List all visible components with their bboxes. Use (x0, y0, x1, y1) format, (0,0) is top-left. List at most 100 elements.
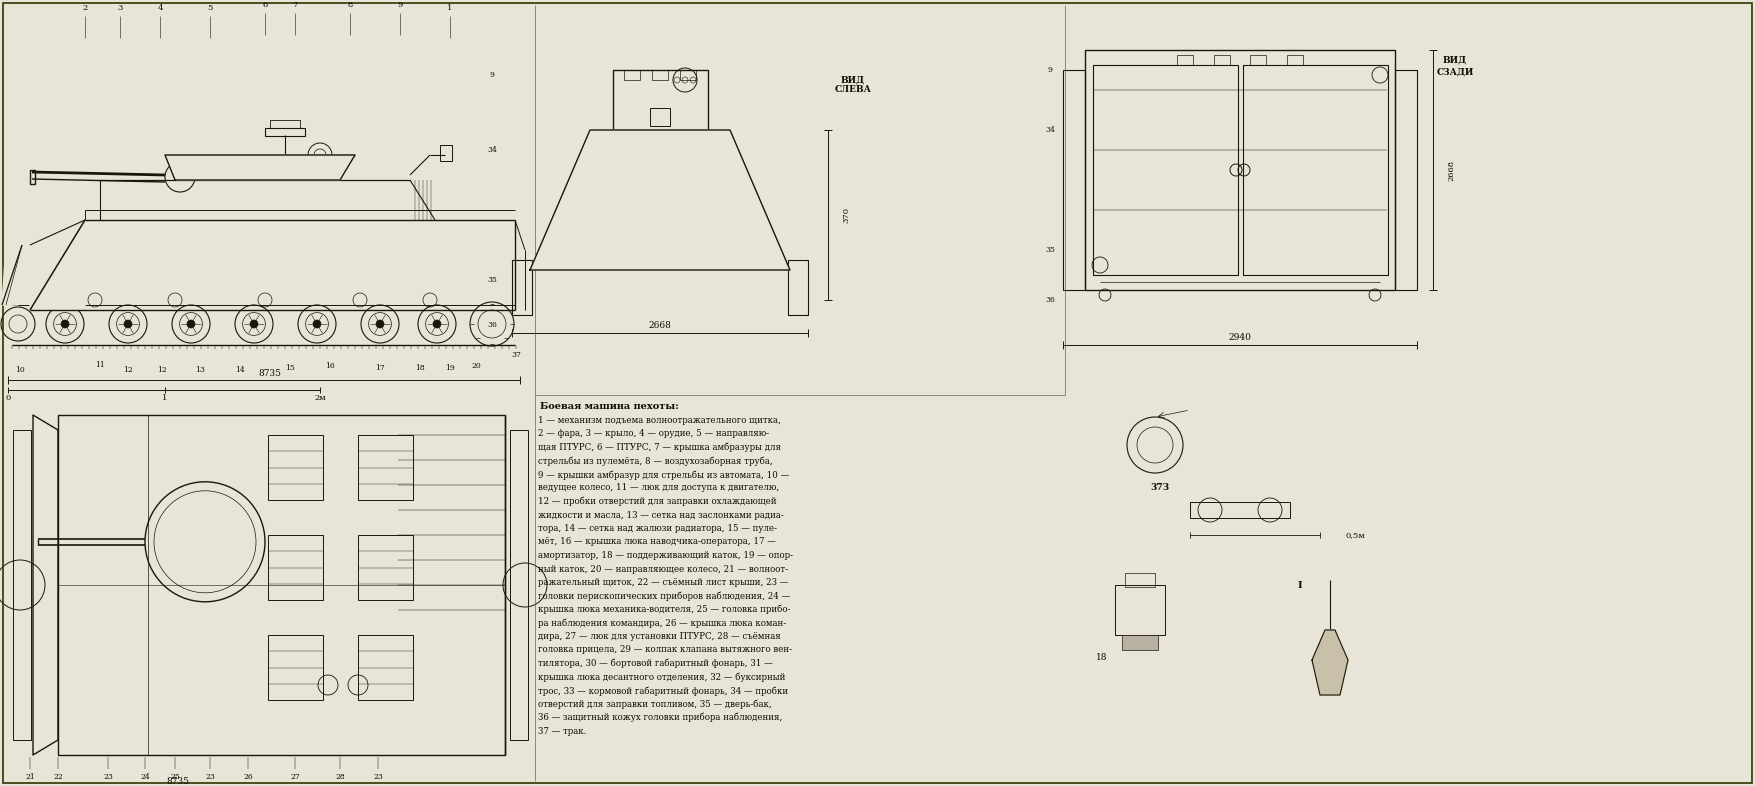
Bar (265, 128, 305, 136)
Text: головка прицела, 29 — колпак клапана вытяжного вен-: головка прицела, 29 — колпак клапана выт… (539, 645, 792, 655)
Circle shape (249, 320, 258, 328)
Text: 37 — трак.: 37 — трак. (539, 726, 586, 736)
Text: 2 — фара, 3 — крыло, 4 — орудие, 5 — направляю-: 2 — фара, 3 — крыло, 4 — орудие, 5 — нап… (539, 429, 769, 439)
Bar (1190, 502, 1290, 518)
Text: 2м: 2м (314, 394, 326, 402)
Text: 4: 4 (158, 4, 163, 12)
Text: 9 — крышки амбразур для стрельбы из автомата, 10 —: 9 — крышки амбразур для стрельбы из авто… (539, 470, 790, 479)
Text: 21: 21 (25, 773, 35, 781)
Text: 37З: 37З (1151, 483, 1169, 491)
Bar (58, 415, 505, 755)
Text: 3: 3 (118, 4, 123, 12)
Text: 23: 23 (104, 773, 112, 781)
Text: ра наблюдения командира, 26 — крышка люка коман-: ра наблюдения командира, 26 — крышка люк… (539, 619, 786, 628)
Text: 7: 7 (293, 1, 298, 9)
Text: 19: 19 (446, 364, 455, 372)
Text: 12: 12 (123, 366, 133, 374)
Text: тилятора, 30 — бортовой габаритный фонарь, 31 —: тилятора, 30 — бортовой габаритный фонар… (539, 659, 772, 669)
Text: трос, 33 — кормовой габаритный фонарь, 34 — пробки: трос, 33 — кормовой габаритный фонарь, 3… (539, 686, 788, 696)
Text: 12: 12 (158, 366, 167, 374)
Text: щая ПТУРС, 6 — ПТУРС, 7 — крышка амбразуры для: щая ПТУРС, 6 — ПТУРС, 7 — крышка амбразу… (539, 443, 781, 453)
Text: стрельбы из пулемёта, 8 — воздухозаборная труба,: стрельбы из пулемёта, 8 — воздухозаборна… (539, 457, 772, 466)
Text: 1: 1 (448, 4, 453, 12)
Text: 9: 9 (397, 1, 402, 9)
Text: 11: 11 (95, 361, 105, 369)
Bar (1178, 55, 1193, 65)
Text: СЛЕВА: СЛЕВА (834, 86, 872, 94)
Bar (1064, 70, 1085, 290)
Text: ведущее колесо, 11 — люк для доступа к двигателю,: ведущее колесо, 11 — люк для доступа к д… (539, 483, 779, 493)
Bar (1214, 55, 1230, 65)
Text: 20: 20 (470, 362, 481, 370)
Text: 26: 26 (244, 773, 253, 781)
Circle shape (125, 320, 132, 328)
Bar (653, 70, 669, 80)
Text: 9: 9 (490, 71, 495, 79)
Text: 370: 370 (842, 207, 849, 223)
Bar (269, 435, 323, 500)
Text: 34: 34 (1044, 126, 1055, 134)
Bar (441, 145, 453, 161)
Text: 13: 13 (195, 366, 205, 374)
Bar (679, 70, 697, 80)
Text: 24: 24 (140, 773, 149, 781)
Text: 17: 17 (376, 364, 384, 372)
Bar (1125, 573, 1155, 587)
Polygon shape (1313, 630, 1348, 695)
Text: ражательный щиток, 22 — съёмный лист крыши, 23 —: ражательный щиток, 22 — съёмный лист кры… (539, 578, 788, 587)
Text: 28: 28 (335, 773, 346, 781)
Text: 25: 25 (170, 773, 179, 781)
Text: 34: 34 (488, 146, 497, 154)
Text: 8: 8 (347, 1, 353, 9)
Text: головки перископических приборов наблюдения, 24 —: головки перископических приборов наблюде… (539, 592, 790, 601)
Text: 2668: 2668 (1448, 160, 1455, 181)
Bar (511, 430, 528, 740)
Bar (788, 260, 807, 315)
Bar (512, 260, 532, 315)
Text: отверстий для заправки топливом, 35 — дверь-бак,: отверстий для заправки топливом, 35 — дв… (539, 700, 772, 709)
Text: крышка люка десантного отделения, 32 — буксирный: крышка люка десантного отделения, 32 — б… (539, 673, 786, 682)
Bar (358, 435, 412, 500)
Text: 9: 9 (1048, 66, 1053, 74)
Text: 37: 37 (511, 351, 521, 359)
Text: 23: 23 (374, 773, 383, 781)
Bar (1395, 70, 1416, 290)
Text: 14: 14 (235, 366, 246, 374)
Text: 23: 23 (205, 773, 214, 781)
Circle shape (61, 320, 68, 328)
Polygon shape (30, 220, 84, 310)
Text: 1 — механизм подъема волноотражательного щитка,: 1 — механизм подъема волноотражательного… (539, 416, 781, 425)
Bar (1093, 65, 1237, 275)
Bar (358, 635, 412, 700)
Bar (1250, 55, 1265, 65)
Bar (12, 430, 32, 740)
Text: крышка люка механика-водителя, 25 — головка прибо-: крышка люка механика-водителя, 25 — голо… (539, 605, 790, 615)
Bar (625, 70, 641, 80)
Bar (649, 108, 670, 126)
Bar (358, 535, 412, 600)
Text: 2: 2 (82, 4, 88, 12)
Bar (269, 535, 323, 600)
Text: 0,5м: 0,5м (1344, 531, 1365, 539)
Circle shape (376, 320, 384, 328)
Text: 36: 36 (1044, 296, 1055, 304)
Bar (1243, 65, 1388, 275)
Text: 10: 10 (16, 366, 25, 374)
Circle shape (433, 320, 441, 328)
Bar (270, 120, 300, 128)
Text: 0: 0 (5, 394, 11, 402)
Circle shape (188, 320, 195, 328)
Bar (1085, 50, 1395, 290)
Text: 5: 5 (207, 4, 212, 12)
Bar (1121, 635, 1158, 650)
Bar (1114, 585, 1165, 635)
Text: 12 — пробки отверстий для заправки охлаждающей: 12 — пробки отверстий для заправки охлаж… (539, 497, 777, 506)
Polygon shape (2, 245, 23, 305)
Text: ВИД: ВИД (841, 75, 865, 85)
Text: 35: 35 (1044, 246, 1055, 254)
Text: ВИД: ВИД (1443, 56, 1467, 64)
Text: 22: 22 (53, 773, 63, 781)
Text: амортизатор, 18 — поддерживающий каток, 19 — опор-: амортизатор, 18 — поддерживающий каток, … (539, 551, 793, 560)
Bar (1286, 55, 1302, 65)
Text: 2668: 2668 (649, 321, 672, 329)
